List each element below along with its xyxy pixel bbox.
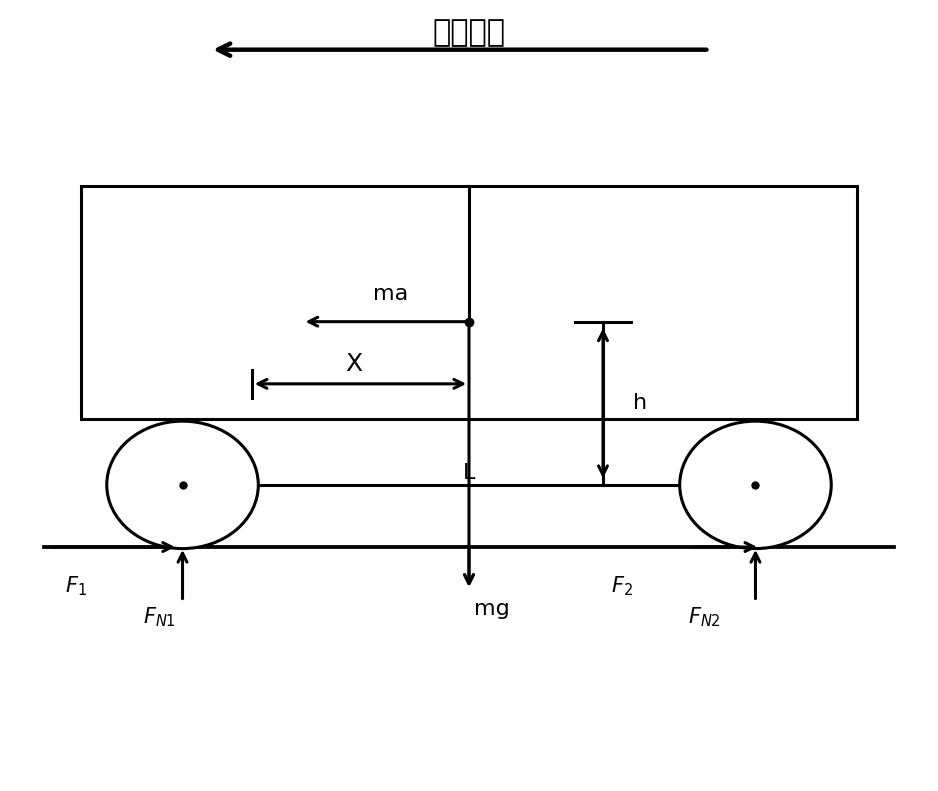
Bar: [81, 186, 857, 418]
Text: 行车方向: 行车方向: [432, 19, 506, 47]
Text: $F_2$: $F_2$: [611, 574, 632, 598]
Text: h: h: [633, 393, 647, 413]
Text: $F_1$: $F_1$: [66, 574, 87, 598]
Text: X: X: [345, 353, 362, 377]
Circle shape: [680, 421, 831, 549]
Text: mg: mg: [475, 600, 510, 619]
Text: $F_{N1}$: $F_{N1}$: [143, 605, 175, 629]
Circle shape: [107, 421, 258, 549]
Text: $F_{N2}$: $F_{N2}$: [688, 605, 721, 629]
Text: ma: ma: [372, 285, 408, 305]
Text: L: L: [462, 464, 476, 483]
